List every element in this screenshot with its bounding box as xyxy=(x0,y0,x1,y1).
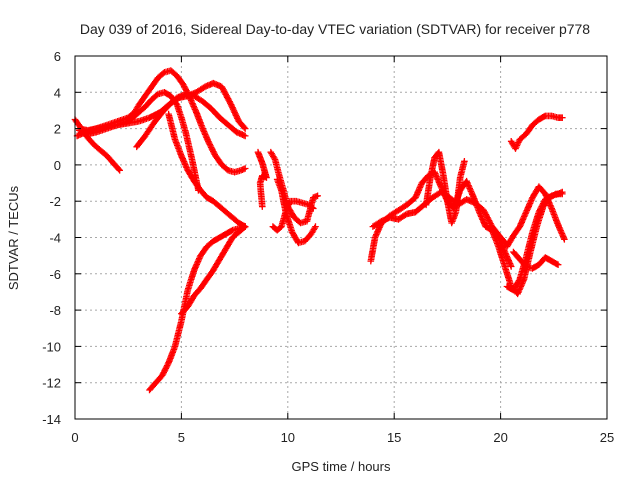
scatter-markers xyxy=(422,148,468,227)
chart-title: Day 039 of 2016, Sidereal Day-to-day VTE… xyxy=(80,21,590,37)
y-tick-label: -2 xyxy=(49,194,61,209)
scatter-markers xyxy=(510,248,562,272)
series-track-n xyxy=(369,188,511,249)
scatter-markers xyxy=(369,188,511,249)
y-tick-label: -10 xyxy=(42,339,61,354)
y-tick-label: 6 xyxy=(54,49,61,64)
y-axis-label: SDTVAR / TECUs xyxy=(6,185,21,290)
scatter-markers xyxy=(178,223,249,317)
scatter-markers xyxy=(273,176,319,247)
grid xyxy=(75,56,607,419)
x-tick-labels: 0 5 10 15 20 25 xyxy=(71,430,614,445)
series-track-r xyxy=(510,248,562,272)
y-tick-label: -8 xyxy=(49,303,61,318)
series-track-h xyxy=(178,223,249,317)
scatter-markers xyxy=(254,148,270,210)
series-track-b xyxy=(73,67,249,176)
scatter-markers xyxy=(267,148,321,227)
series-track-l xyxy=(273,176,319,247)
scatter-markers xyxy=(507,112,566,152)
x-tick-label: 20 xyxy=(493,430,507,445)
series-track-d xyxy=(133,79,249,151)
x-tick-label: 10 xyxy=(281,430,295,445)
series-track-t xyxy=(507,112,566,152)
y-tick-label: 2 xyxy=(54,122,61,137)
x-tick-label: 25 xyxy=(600,430,614,445)
x-axis-label: GPS time / hours xyxy=(292,459,391,474)
x-tick-label: 15 xyxy=(387,430,401,445)
x-tick-label: 0 xyxy=(71,430,78,445)
series-track-f xyxy=(165,110,249,230)
axis-ticks xyxy=(74,55,608,420)
scatter-markers xyxy=(165,110,249,230)
series-track-i xyxy=(254,148,270,210)
scatter-markers xyxy=(133,79,249,151)
y-tick-label: -14 xyxy=(42,412,61,427)
scatter-markers xyxy=(73,67,249,176)
x-tick-label: 5 xyxy=(178,430,185,445)
y-tick-label: -6 xyxy=(49,267,61,282)
scatter-markers xyxy=(503,183,568,250)
y-tick-label: -4 xyxy=(49,231,61,246)
series-track-j xyxy=(267,148,321,227)
series-track-q xyxy=(503,188,566,294)
y-tick-label: 4 xyxy=(54,85,61,100)
data-points xyxy=(71,67,568,394)
series-track-o xyxy=(422,148,468,227)
series-track-g xyxy=(146,223,249,394)
y-tick-labels: -14 -12 -10 -8 -6 -4 -2 0 2 4 6 xyxy=(42,49,61,427)
series-track-s xyxy=(503,183,568,250)
y-tick-label: 0 xyxy=(54,158,61,173)
scatter-markers xyxy=(503,188,566,294)
scatter-markers xyxy=(146,223,249,394)
y-tick-label: -12 xyxy=(42,376,61,391)
